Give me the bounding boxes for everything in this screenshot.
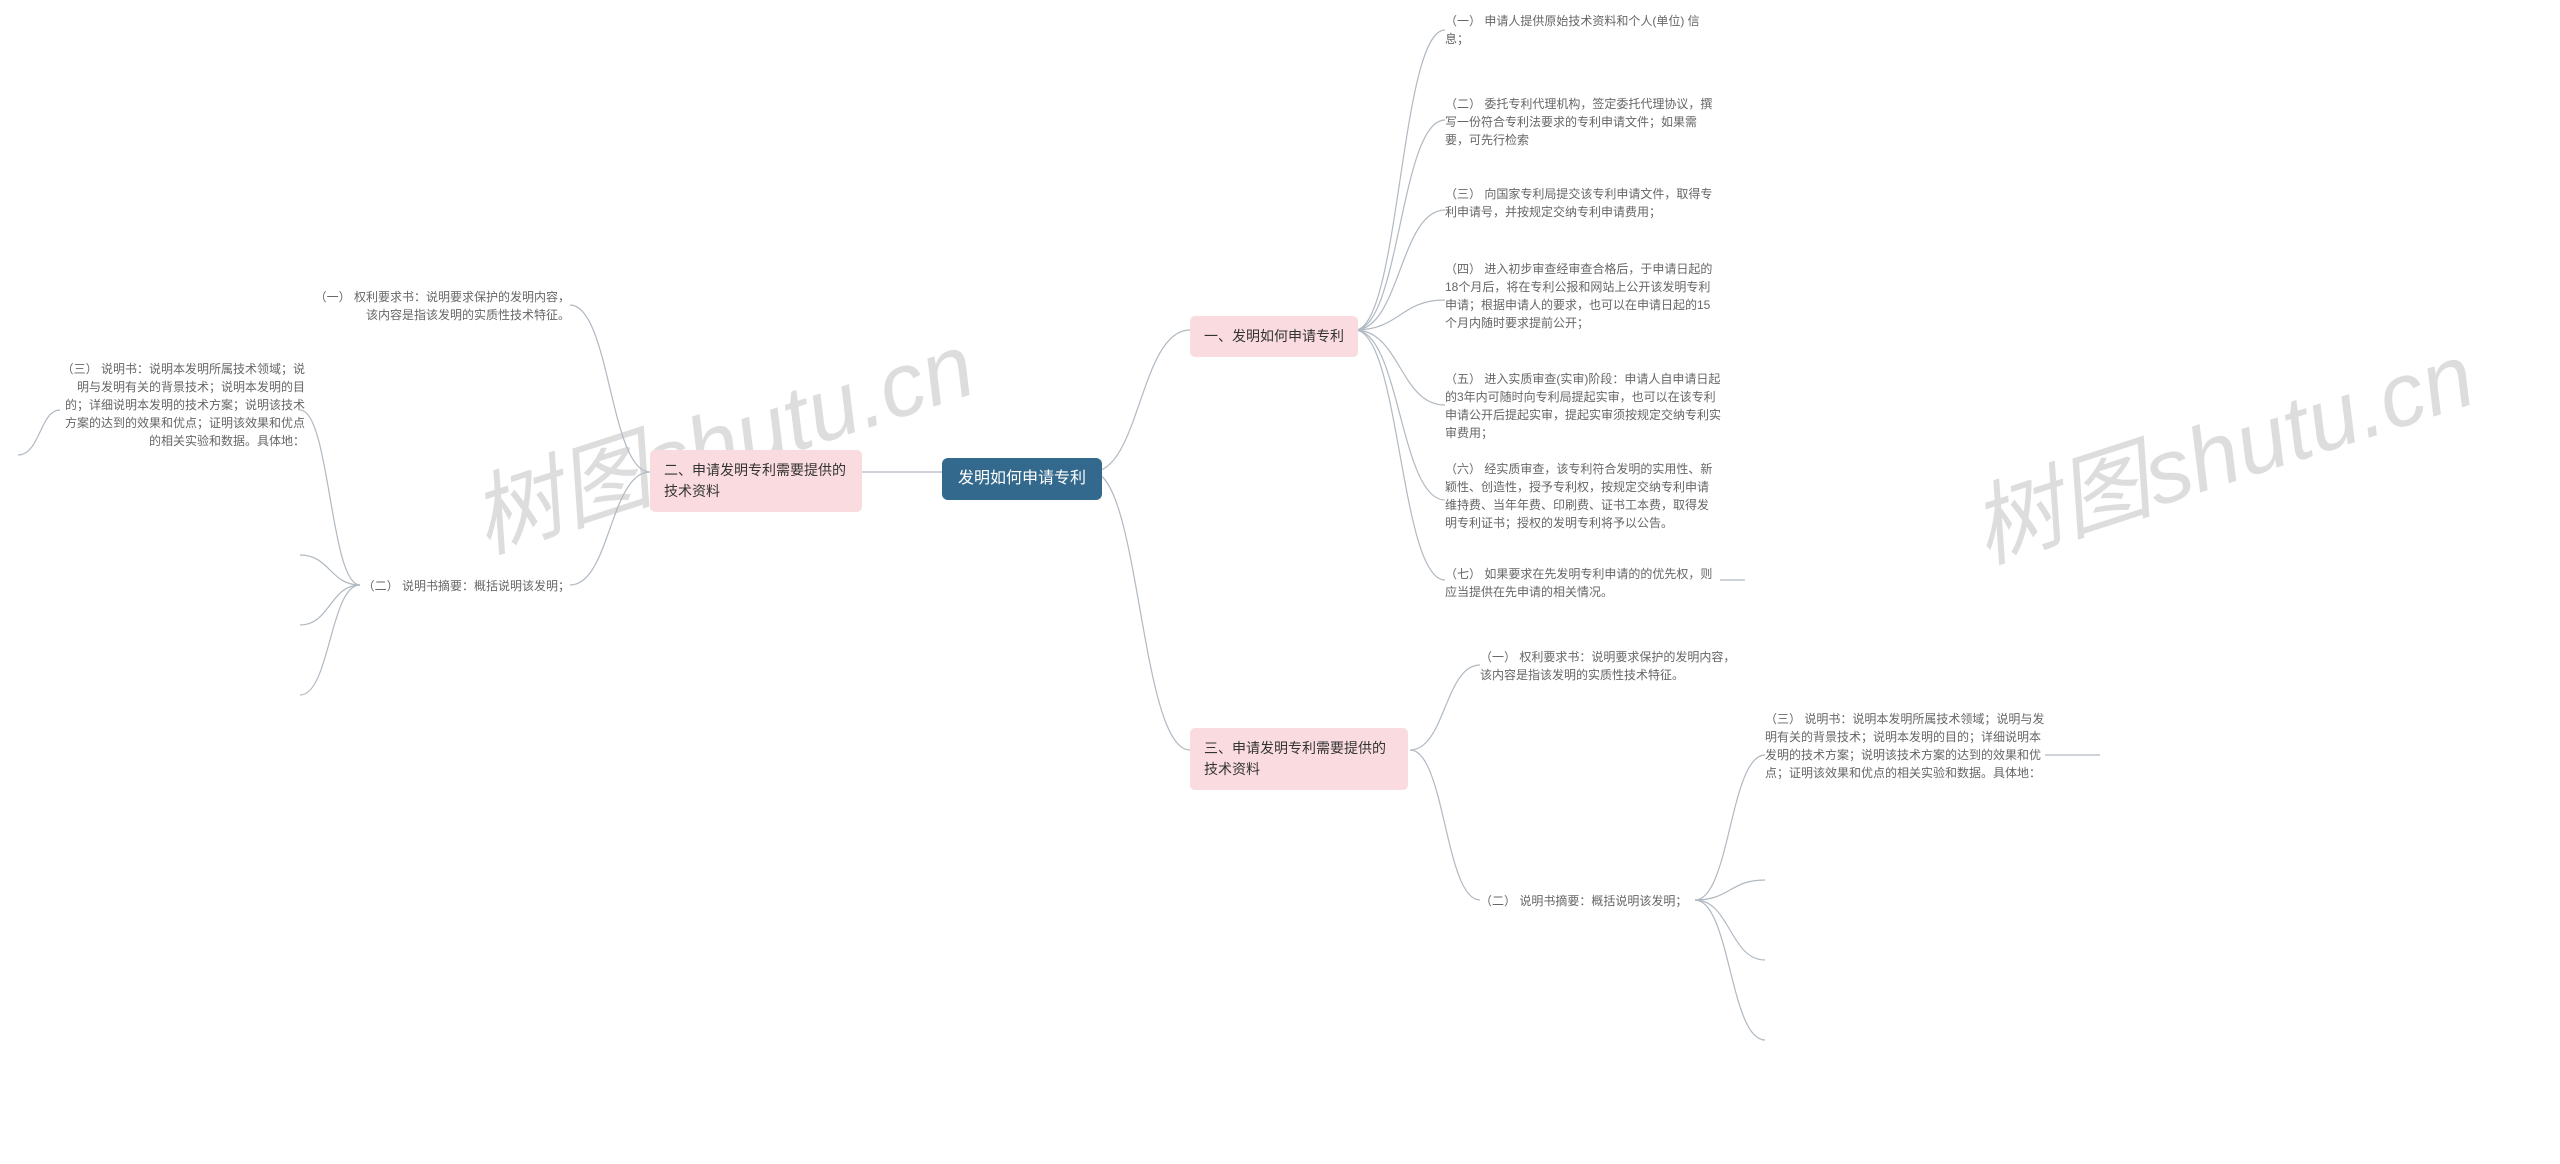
branch2-node: 二、申请发明专利需要提供的技术资料 bbox=[650, 450, 862, 512]
branch1-item-c: （三） 向国家专利局提交该专利申请文件，取得专利申请号，并按规定交纳专利申请费用… bbox=[1445, 185, 1715, 221]
branch1-item-a: （一） 申请人提供原始技术资料和个人(单位) 信息； bbox=[1445, 12, 1715, 48]
branch3-item-b: （二） 说明书摘要：概括说明该发明； bbox=[1480, 892, 1695, 910]
branch1-item-g: （七） 如果要求在先发明专利申请的的优先权，则应当提供在先申请的相关情况。 bbox=[1445, 565, 1720, 601]
branch2-item-a: （一） 权利要求书：说明要求保护的发明内容，该内容是指该发明的实质性技术特征。 bbox=[310, 288, 570, 324]
root-node: 发明如何申请专利 bbox=[942, 458, 1102, 500]
branch3-item-c: （三） 说明书：说明本发明所属技术领域；说明与发明有关的背景技术；说明本发明的目… bbox=[1765, 710, 2045, 782]
branch1-item-b: （二） 委托专利代理机构，签定委托代理协议，撰写一份符合专利法要求的专利申请文件… bbox=[1445, 95, 1715, 149]
watermark-right: 树图shutu.cn bbox=[1953, 303, 2488, 587]
watermark-left: 树图shutu.cn bbox=[453, 293, 988, 577]
branch1-item-f: （六） 经实质审查，该专利符合发明的实用性、新颖性、创造性，授予专利权，按规定交… bbox=[1445, 460, 1720, 532]
branch3-item-a: （一） 权利要求书：说明要求保护的发明内容，该内容是指该发明的实质性技术特征。 bbox=[1480, 648, 1740, 684]
branch1-node: 一、发明如何申请专利 bbox=[1190, 316, 1358, 357]
branch1-item-e: （五） 进入实质审查(实审)阶段：申请人自申请日起的3年内可随时向专利局提起实审… bbox=[1445, 370, 1725, 442]
branch2-item-b: （二） 说明书摘要：概括说明该发明； bbox=[360, 577, 570, 595]
branch2-item-c: （三） 说明书：说明本发明所属技术领域；说明与发明有关的背景技术；说明本发明的目… bbox=[55, 360, 305, 450]
branch3-node: 三、申请发明专利需要提供的技术资料 bbox=[1190, 728, 1408, 790]
branch1-item-d: （四） 进入初步审查经审查合格后，于申请日起的18个月后，将在专利公报和网站上公… bbox=[1445, 260, 1720, 332]
